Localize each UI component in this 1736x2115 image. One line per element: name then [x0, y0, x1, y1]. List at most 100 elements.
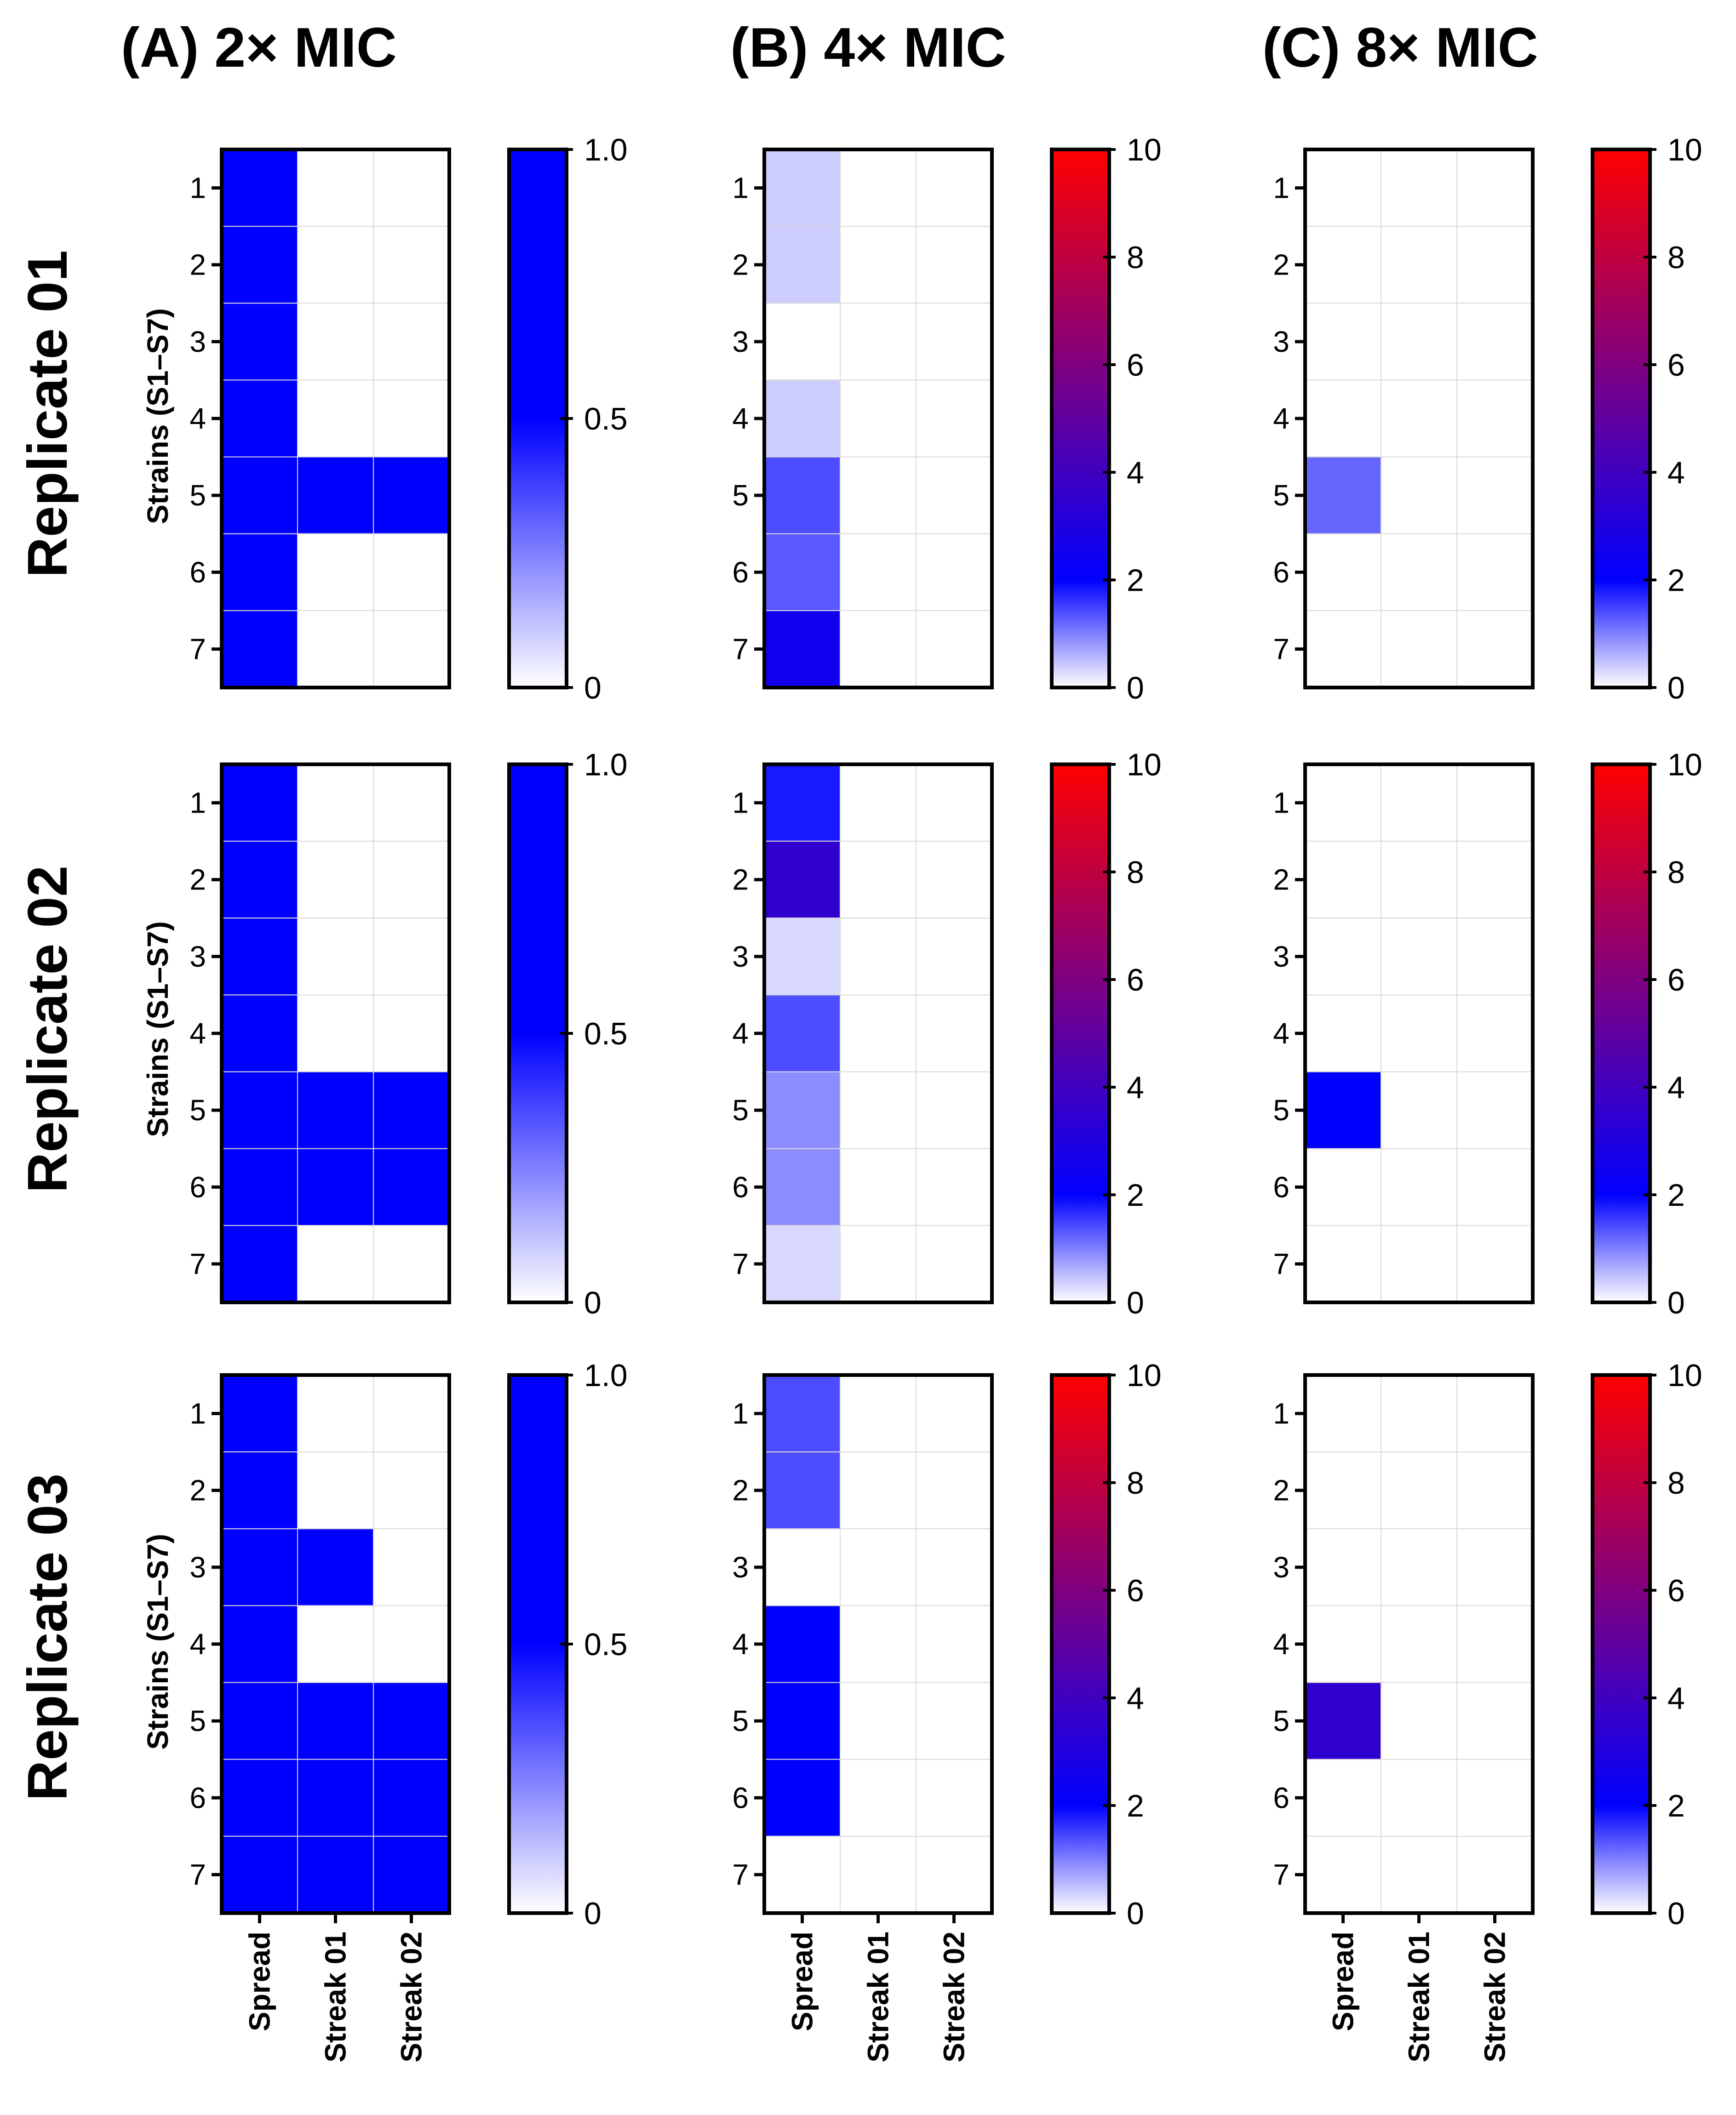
- heatmap-cell: [221, 1451, 298, 1530]
- heatmap-cell: [1305, 610, 1381, 688]
- heatmap-cell: [1456, 456, 1533, 534]
- y-tick-label: 7: [732, 1858, 749, 1891]
- heatmap-cell: [916, 533, 992, 611]
- heatmap-cell: [221, 533, 298, 611]
- colorbar-tick-label: 4: [1667, 1681, 1685, 1716]
- heatmap-cell: [221, 1071, 298, 1149]
- heatmap-cell: [1381, 841, 1457, 919]
- x-tick-label: Streak 02: [938, 1932, 971, 2063]
- heatmap-cell: [1305, 456, 1381, 534]
- heatmap-cell: [373, 226, 450, 304]
- heatmap-cell: [1456, 1225, 1533, 1303]
- colorbar-tick-label: 10: [1127, 747, 1162, 782]
- heatmap-cell: [297, 149, 374, 227]
- y-tick-label: 5: [189, 479, 206, 512]
- heatmap-cell: [1305, 1451, 1381, 1530]
- y-tick-label: 4: [732, 1017, 749, 1050]
- heatmap-cell: [840, 1759, 917, 1837]
- heatmap-panel: 1 2 3 4 5 6 7 0 2 4 6 8 10: [1273, 132, 1702, 705]
- y-tick-label: 4: [1273, 1628, 1289, 1661]
- y-tick-label: 1: [189, 172, 206, 205]
- x-tick-label: Spread: [786, 1932, 819, 2031]
- heatmap-cell: [297, 1071, 374, 1149]
- colorbar-tick-label: 4: [1667, 455, 1685, 490]
- y-tick-label: 5: [189, 1704, 206, 1737]
- heatmap-cell: [764, 1835, 841, 1914]
- heatmap-cells: [1305, 1375, 1533, 1914]
- y-tick-label: 7: [189, 1247, 206, 1280]
- heatmap-cell: [1381, 1451, 1457, 1530]
- y-tick-label: 1: [732, 172, 749, 205]
- colorbar-tick-label: 8: [1667, 855, 1685, 890]
- heatmap-cell: [1381, 1759, 1457, 1837]
- y-tick-label: 4: [732, 1628, 749, 1661]
- heatmap-cell: [297, 841, 374, 919]
- x-tick-label: Spread: [243, 1932, 276, 2031]
- heatmap-cells: [764, 149, 992, 688]
- heatmap-cell: [297, 1528, 374, 1606]
- heatmap-cell: [916, 917, 992, 996]
- heatmap-cells: [221, 149, 450, 688]
- heatmap-cell: [221, 456, 298, 534]
- heatmap-cell: [297, 1835, 374, 1914]
- heatmap-cell: [221, 610, 298, 688]
- heatmap-cell: [916, 149, 992, 227]
- heatmap-cell: [916, 1071, 992, 1149]
- heatmap-cell: [373, 149, 450, 227]
- y-tick-label: 5: [1273, 1094, 1289, 1127]
- x-tick-label: Streak 01: [319, 1932, 352, 2063]
- heatmap-cell: [297, 226, 374, 304]
- y-tick-label: 7: [189, 1858, 206, 1891]
- heatmap-cell: [1456, 1759, 1533, 1837]
- colorbar: [507, 148, 568, 689]
- heatmap-cell: [1381, 1071, 1457, 1149]
- heatmap-cell: [373, 1528, 450, 1606]
- y-tick-label: 4: [189, 1628, 206, 1661]
- heatmap-cell: [297, 764, 374, 842]
- colorbar-tick-label: 8: [1667, 240, 1685, 275]
- y-tick-label: 3: [189, 325, 206, 358]
- heatmap-cell: [1456, 379, 1533, 458]
- y-tick-label: 1: [1273, 1397, 1289, 1430]
- y-tick-label: 5: [189, 1094, 206, 1127]
- colorbar-tick-label: 0.5: [584, 1627, 628, 1662]
- heatmap-cell: [297, 533, 374, 611]
- heatmap-cell: [916, 1759, 992, 1837]
- heatmap-cell: [764, 1375, 841, 1453]
- colorbar-tick-label: 8: [1127, 1466, 1144, 1501]
- colorbar-tick-label: 2: [1667, 1178, 1685, 1213]
- heatmap-cell: [916, 1225, 992, 1303]
- heatmap-cell: [840, 1375, 917, 1453]
- heatmap-cell: [1305, 1375, 1381, 1453]
- heatmap-cell: [1305, 1225, 1381, 1303]
- colorbar-tick-label: 6: [1127, 963, 1144, 997]
- y-tick-label: 3: [1273, 940, 1289, 973]
- heatmap-cell: [221, 226, 298, 304]
- heatmap-panel: 1 2 3 4 5 6 7 0 2 4 6 8 10: [1273, 747, 1702, 1320]
- colorbar: [1050, 148, 1111, 689]
- heatmap-cell: [1305, 379, 1381, 458]
- y-tick-label: 3: [1273, 1551, 1289, 1584]
- y-tick-label: 2: [732, 248, 749, 281]
- colorbar-tick-label: 6: [1667, 348, 1685, 383]
- heatmap-cells: [221, 764, 450, 1303]
- y-tick-label: 6: [1273, 1170, 1289, 1204]
- y-tick-label: 4: [1273, 1017, 1289, 1050]
- heatmap-cell: [221, 1759, 298, 1837]
- heatmap-cell: [840, 303, 917, 381]
- y-tick-label: 4: [189, 1017, 206, 1050]
- heatmap-cell: [840, 379, 917, 458]
- y-tick-label: 2: [1273, 863, 1289, 896]
- heatmap-panel: 1 2 3 4 5 6 7 0 2 4 6 8 10: [732, 747, 1161, 1320]
- heatmap-cell: [840, 149, 917, 227]
- colorbar-tick-label: 1.0: [584, 1358, 628, 1393]
- heatmap-cell: [1381, 379, 1457, 458]
- heatmap-cell: [764, 994, 841, 1072]
- heatmap-cell: [764, 303, 841, 381]
- heatmap-cell: [1456, 1835, 1533, 1914]
- heatmap-cell: [840, 1148, 917, 1226]
- heatmap-cell: [840, 226, 917, 304]
- heatmap-cell: [297, 1451, 374, 1530]
- y-tick-label: 1: [732, 786, 749, 820]
- x-tick-label: Streak 02: [395, 1932, 428, 2063]
